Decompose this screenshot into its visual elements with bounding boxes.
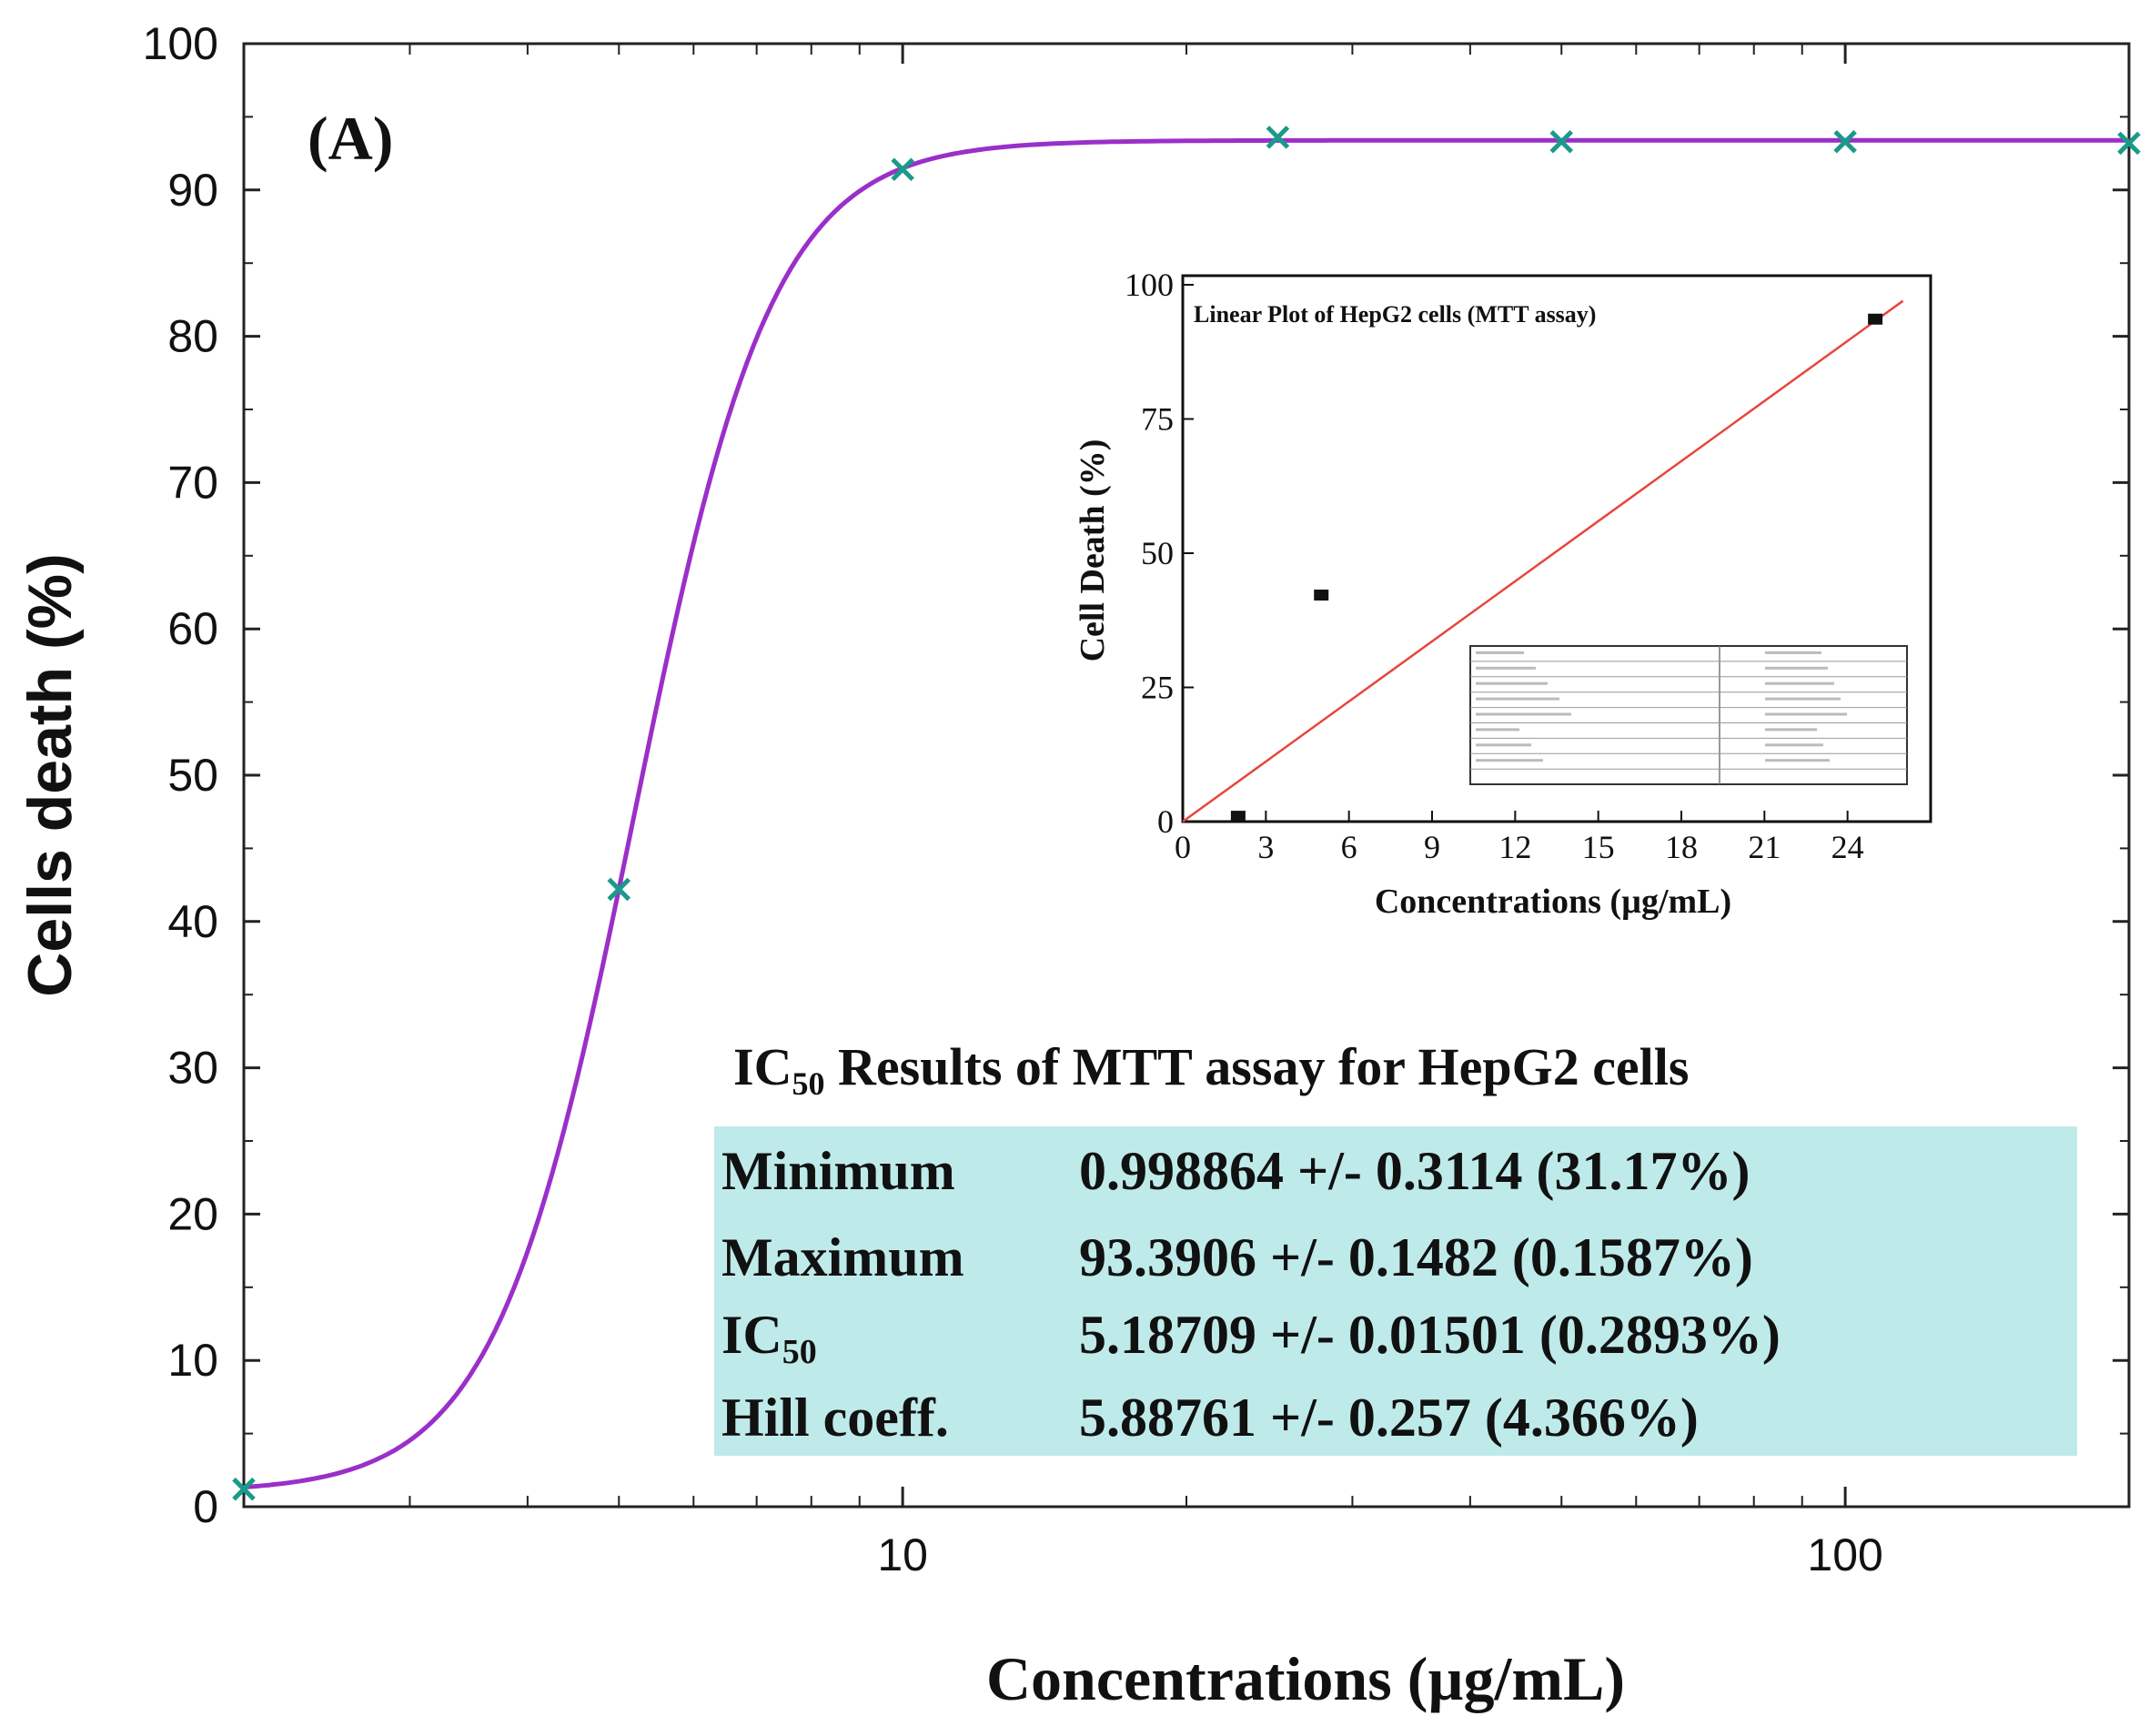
inset-data-point [1230,811,1246,823]
y-tick-label: 30 [167,1043,218,1094]
y-tick-label: 70 [167,457,218,508]
stats-cell [1476,712,1571,716]
inset-x-tick-label: 9 [1424,829,1440,865]
inset-chart: 0 25 50 75 100 0 3 6 9 12 15 18 21 24 Linear Plot of… [1074,267,1932,921]
stats-cell [1476,759,1543,762]
inset-title: Linear Plot of HepG2 cells (MTT assay) [1194,301,1596,328]
results-title: IC50 Results of MTT assay for HepG2 cell… [733,1037,1689,1102]
result-row-value: 0.998864 +/- 0.3114 (31.17%) [1079,1141,1750,1201]
main-data-points [232,126,2141,1501]
result-row-value: 93.3906 +/- 0.1482 (0.1587%) [1079,1227,1753,1287]
data-point [1833,129,1857,154]
stats-cell [1765,681,1834,685]
data-point [232,1477,256,1501]
y-tick-label: 40 [167,896,218,947]
inset-y-axis-label: Cell Death (%) [1074,439,1112,662]
inset-ytick-labels: 0 25 50 75 100 [1125,267,1174,840]
inset-y-tick-label: 0 [1157,803,1174,840]
y-tick-label: 80 [167,311,218,362]
stats-cell [1476,651,1524,654]
y-tick-label: 10 [167,1335,218,1386]
inset-stats-table [1469,645,1908,785]
main-y-axis-label: Cells death (%) [15,553,85,996]
inset-x-tick-label: 18 [1665,829,1698,865]
y-tick-label: 90 [167,165,218,216]
stats-cell [1476,697,1559,701]
data-point [891,157,914,182]
stats-cell [1765,666,1828,670]
stats-cell [1476,728,1519,732]
main-xtick-labels: 10 100 [877,1529,1883,1580]
inset-x-tick-label: 15 [1582,829,1615,865]
stats-cell [1765,743,1823,747]
y-tick-label: 20 [167,1188,218,1239]
inset-y-tick-label: 50 [1141,535,1174,571]
data-point [2117,131,2141,156]
results-table: Minimum 0.998864 +/- 0.3114 (31.17%) Max… [721,1141,1781,1448]
stats-cell [1765,651,1821,654]
data-point [1266,126,1290,149]
stats-cell [1476,666,1536,670]
panel-label: (A) [308,104,393,173]
data-point [607,877,631,902]
inset-x-tick-label: 24 [1831,829,1864,865]
stats-cell [1765,712,1847,716]
inset-y-tick-label: 25 [1141,670,1174,706]
inset-y-tick-label: 75 [1141,401,1174,438]
x-tick-label: 10 [877,1529,928,1580]
stats-cell [1476,681,1548,685]
y-tick-label: 0 [193,1481,218,1532]
result-row-value: 5.88761 +/- 0.257 (4.366%) [1079,1388,1699,1448]
results-table-background [714,1126,2077,1456]
inset-y-tick-label: 100 [1125,267,1174,303]
inset-x-tick-label: 3 [1257,829,1274,865]
result-row-value: 5.18709 +/- 0.01501 (0.2893%) [1079,1305,1781,1365]
y-tick-label: 50 [167,750,218,801]
inset-ticks [1182,284,1849,823]
result-row-label: Hill coeff. [721,1388,949,1448]
inset-fit-line [1182,299,1904,823]
inset-data-point [1868,313,1883,325]
y-tick-label: 60 [167,603,218,654]
stats-cell [1765,759,1830,762]
result-row-label: Maximum [721,1227,964,1287]
inset-data-points [1230,313,1883,823]
main-x-axis-label: Concentrations (µg/mL) [986,1644,1625,1713]
data-point [1549,129,1574,154]
main-ytick-labels: 0 10 20 30 40 50 60 70 80 90 100 [143,18,218,1532]
inset-x-tick-label: 12 [1498,829,1531,865]
hill-fit-curve [243,137,2129,1489]
stats-cell [1476,743,1531,747]
inset-x-tick-label: 6 [1341,829,1357,865]
result-row-label: Minimum [721,1141,955,1201]
stats-cell [1765,728,1817,732]
x-tick-label: 100 [1807,1529,1882,1580]
stats-cell [1765,697,1841,701]
main-ticks [243,42,2130,1509]
inset-x-tick-label: 0 [1175,829,1191,865]
result-row-label: IC50 [721,1305,817,1371]
inset-xtick-labels: 0 3 6 9 12 15 18 21 24 [1175,829,1864,865]
inset-x-tick-label: 21 [1748,829,1781,865]
inset-data-point [1314,590,1329,601]
inset-x-axis-label: Concentrations (µg/mL) [1375,883,1731,921]
y-tick-label: 100 [143,18,218,69]
